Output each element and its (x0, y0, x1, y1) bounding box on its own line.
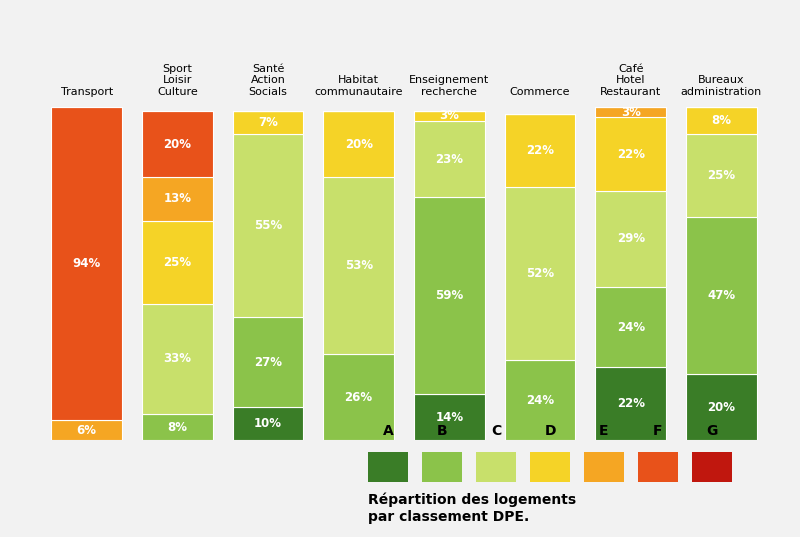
Text: 52%: 52% (526, 267, 554, 280)
Text: 26%: 26% (345, 390, 373, 404)
Text: 22%: 22% (617, 397, 645, 410)
Bar (422, 452, 462, 482)
Bar (686, 217, 757, 374)
Text: 33%: 33% (163, 352, 191, 365)
Bar (505, 187, 575, 360)
Bar (686, 134, 757, 217)
Text: 25%: 25% (707, 169, 735, 182)
Bar (142, 221, 213, 304)
Text: 24%: 24% (526, 394, 554, 407)
Text: D: D (544, 424, 556, 438)
Text: 27%: 27% (254, 355, 282, 368)
Bar (51, 420, 122, 440)
Text: B: B (437, 424, 447, 438)
Text: 3%: 3% (621, 106, 641, 119)
Bar (368, 452, 408, 482)
Text: 10%: 10% (254, 417, 282, 430)
Bar (233, 134, 303, 317)
Text: 20%: 20% (707, 401, 735, 413)
Bar (595, 118, 666, 191)
Bar (638, 452, 678, 482)
Text: 8%: 8% (711, 114, 731, 127)
Text: A: A (382, 424, 394, 438)
Bar (584, 452, 624, 482)
Text: 25%: 25% (163, 256, 191, 268)
Text: F: F (654, 424, 662, 438)
Bar (414, 197, 485, 394)
Bar (595, 287, 666, 367)
Bar (414, 394, 485, 440)
Bar (595, 367, 666, 440)
Text: G: G (706, 424, 718, 438)
Bar (323, 177, 394, 354)
Text: 59%: 59% (435, 289, 463, 302)
Bar (686, 374, 757, 440)
Text: E: E (599, 424, 609, 438)
Text: 53%: 53% (345, 259, 373, 272)
Bar (142, 177, 213, 221)
Text: 6%: 6% (77, 424, 97, 437)
Text: 94%: 94% (73, 257, 101, 271)
Text: 20%: 20% (345, 137, 373, 150)
Bar (692, 452, 732, 482)
Bar (505, 360, 575, 440)
Bar (323, 111, 394, 177)
Text: 23%: 23% (435, 153, 463, 165)
Bar (142, 304, 213, 413)
Text: 22%: 22% (617, 148, 645, 161)
Bar (233, 111, 303, 134)
Bar (686, 107, 757, 134)
Bar (233, 407, 303, 440)
Text: 24%: 24% (617, 321, 645, 333)
Bar (595, 107, 666, 118)
Text: 7%: 7% (258, 116, 278, 129)
Bar (142, 413, 213, 440)
Text: 13%: 13% (163, 192, 191, 206)
Bar (233, 317, 303, 407)
Text: C: C (491, 424, 501, 438)
Text: 20%: 20% (163, 137, 191, 150)
Text: 3%: 3% (439, 109, 459, 122)
Text: Répartition des logements
par classement DPE.: Répartition des logements par classement… (368, 493, 576, 524)
Bar (142, 111, 213, 177)
Text: 22%: 22% (526, 144, 554, 157)
Bar (414, 111, 485, 121)
Bar (476, 452, 516, 482)
Bar (595, 191, 666, 287)
Bar (51, 107, 122, 420)
Text: 55%: 55% (254, 219, 282, 232)
Bar (505, 114, 575, 187)
Text: 8%: 8% (167, 420, 187, 433)
Text: 14%: 14% (435, 410, 463, 424)
Text: 47%: 47% (707, 289, 735, 302)
Bar (323, 354, 394, 440)
Text: 29%: 29% (617, 233, 645, 245)
Bar (414, 121, 485, 197)
Bar (530, 452, 570, 482)
